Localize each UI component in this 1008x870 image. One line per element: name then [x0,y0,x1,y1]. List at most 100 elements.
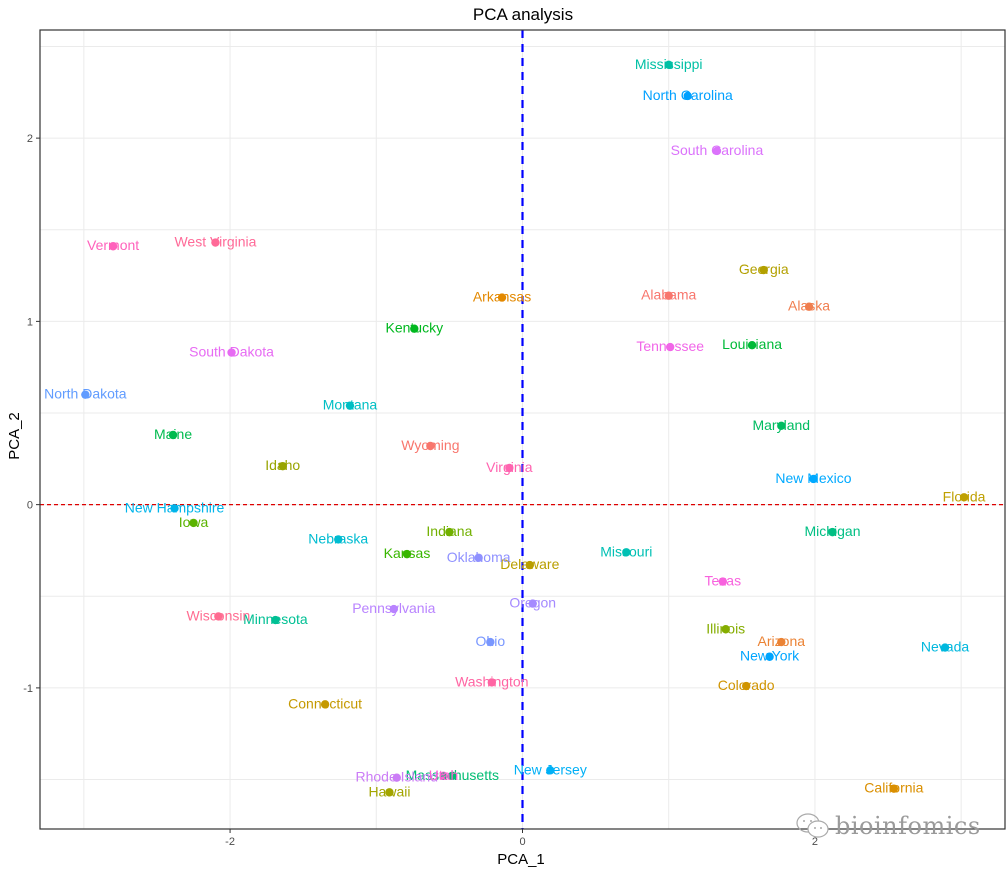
point-labels: Alabama Alaska Arizona Arkansas California Co… [44,56,986,800]
point-label: Michigan [804,523,860,539]
data-point [712,146,722,156]
point-label: Indiana [426,523,472,539]
data-point [385,788,394,797]
data-point [487,678,496,687]
point-label: Kentucky [386,320,444,336]
data-point [664,291,673,300]
data-point [81,390,90,399]
point-label: Alabama [641,287,696,303]
data-point [804,302,814,311]
point-label: New York [740,648,800,664]
x-tick-label: 2 [812,836,818,848]
point-label: Tennessee [636,338,704,354]
point-label: Nebraska [308,530,368,546]
point-label: New Jersey [514,761,587,777]
data-point [777,421,786,431]
data-point [664,60,673,70]
data-point [448,771,457,781]
axis-ticks: -2 0 2 -1 0 1 2 [23,133,818,848]
point-label: Minnesota [243,611,308,627]
data-point [108,242,118,251]
data-point [759,265,768,275]
data-point [345,401,355,410]
data-point [474,553,483,562]
data-point [721,625,730,634]
y-tick-label: 2 [27,133,33,145]
point-label: Iowa [179,514,209,530]
data-point [683,91,692,101]
point-label: Louisiana [722,336,782,352]
point-label: South Dakota [189,344,274,360]
data-point [334,535,343,544]
point-label: Florida [943,488,986,504]
point-label: Ohio [476,633,506,649]
data-point [742,681,751,691]
point-label: North Dakota [44,386,127,402]
point-label: New Mexico [775,470,851,486]
data-point [505,463,514,473]
point-label: Oklahoma [447,549,511,565]
point-label: North Carolina [643,87,733,103]
data-point [389,604,399,614]
data-point [959,493,969,502]
point-label: Wyoming [401,437,459,453]
point-label: Connecticut [288,695,362,711]
y-tick-label: 1 [27,316,33,328]
point-label: Texas [705,573,742,589]
data-point [271,615,280,625]
y-axis-title: PCA_2 [6,412,23,460]
watermark-text: bioinfomics [835,812,981,840]
data-point [940,643,950,652]
y-tick-label: -1 [23,683,33,695]
data-point [320,700,330,709]
data-point [528,599,537,608]
watermark: bioinfomics [795,812,981,840]
data-point [402,549,412,559]
point-label: Illinois [706,620,745,636]
point-label: Alaska [788,298,830,314]
point-label: Utah [429,767,459,783]
x-axis-title: PCA_1 [497,851,545,868]
point-label: Massachusetts [406,767,499,783]
data-point [622,548,631,557]
point-label: Mississippi [635,56,703,72]
point-label: Georgia [739,261,789,277]
point-label: Hawaii [368,783,410,799]
point-label: Arizona [758,633,806,649]
point-label: Vermont [87,237,139,253]
point-label: Kansas [384,545,431,561]
point-label: Wisconsin [186,607,250,623]
chart-title: PCA analysis [473,5,573,24]
point-label: Virginia [486,459,533,475]
data-point [211,238,220,247]
data-point [392,773,401,782]
y-tick-label: 0 [27,500,33,512]
data-point [497,293,507,302]
data-point [439,771,448,781]
point-label: Montana [323,397,378,413]
data-point [426,441,435,451]
data-point [828,527,837,537]
point-label: Rhode Island [355,769,438,785]
data-point [170,504,179,513]
data-point [525,560,535,570]
data-point [445,527,454,537]
data-point [777,637,786,647]
point-label: Maryland [752,417,810,433]
data-point [410,324,419,333]
data-point [665,342,675,352]
reference-lines [40,30,1005,829]
data-point [227,348,236,357]
data-points [81,60,969,797]
data-point [214,612,223,621]
point-label: Pennsylvania [352,600,435,616]
data-point [765,652,774,661]
point-label: Idaho [265,457,300,473]
point-label: West Virginia [174,234,256,250]
point-label: Nevada [921,639,969,655]
data-point [718,577,728,586]
data-point [747,341,757,350]
data-point [189,518,198,528]
data-point [278,461,287,471]
